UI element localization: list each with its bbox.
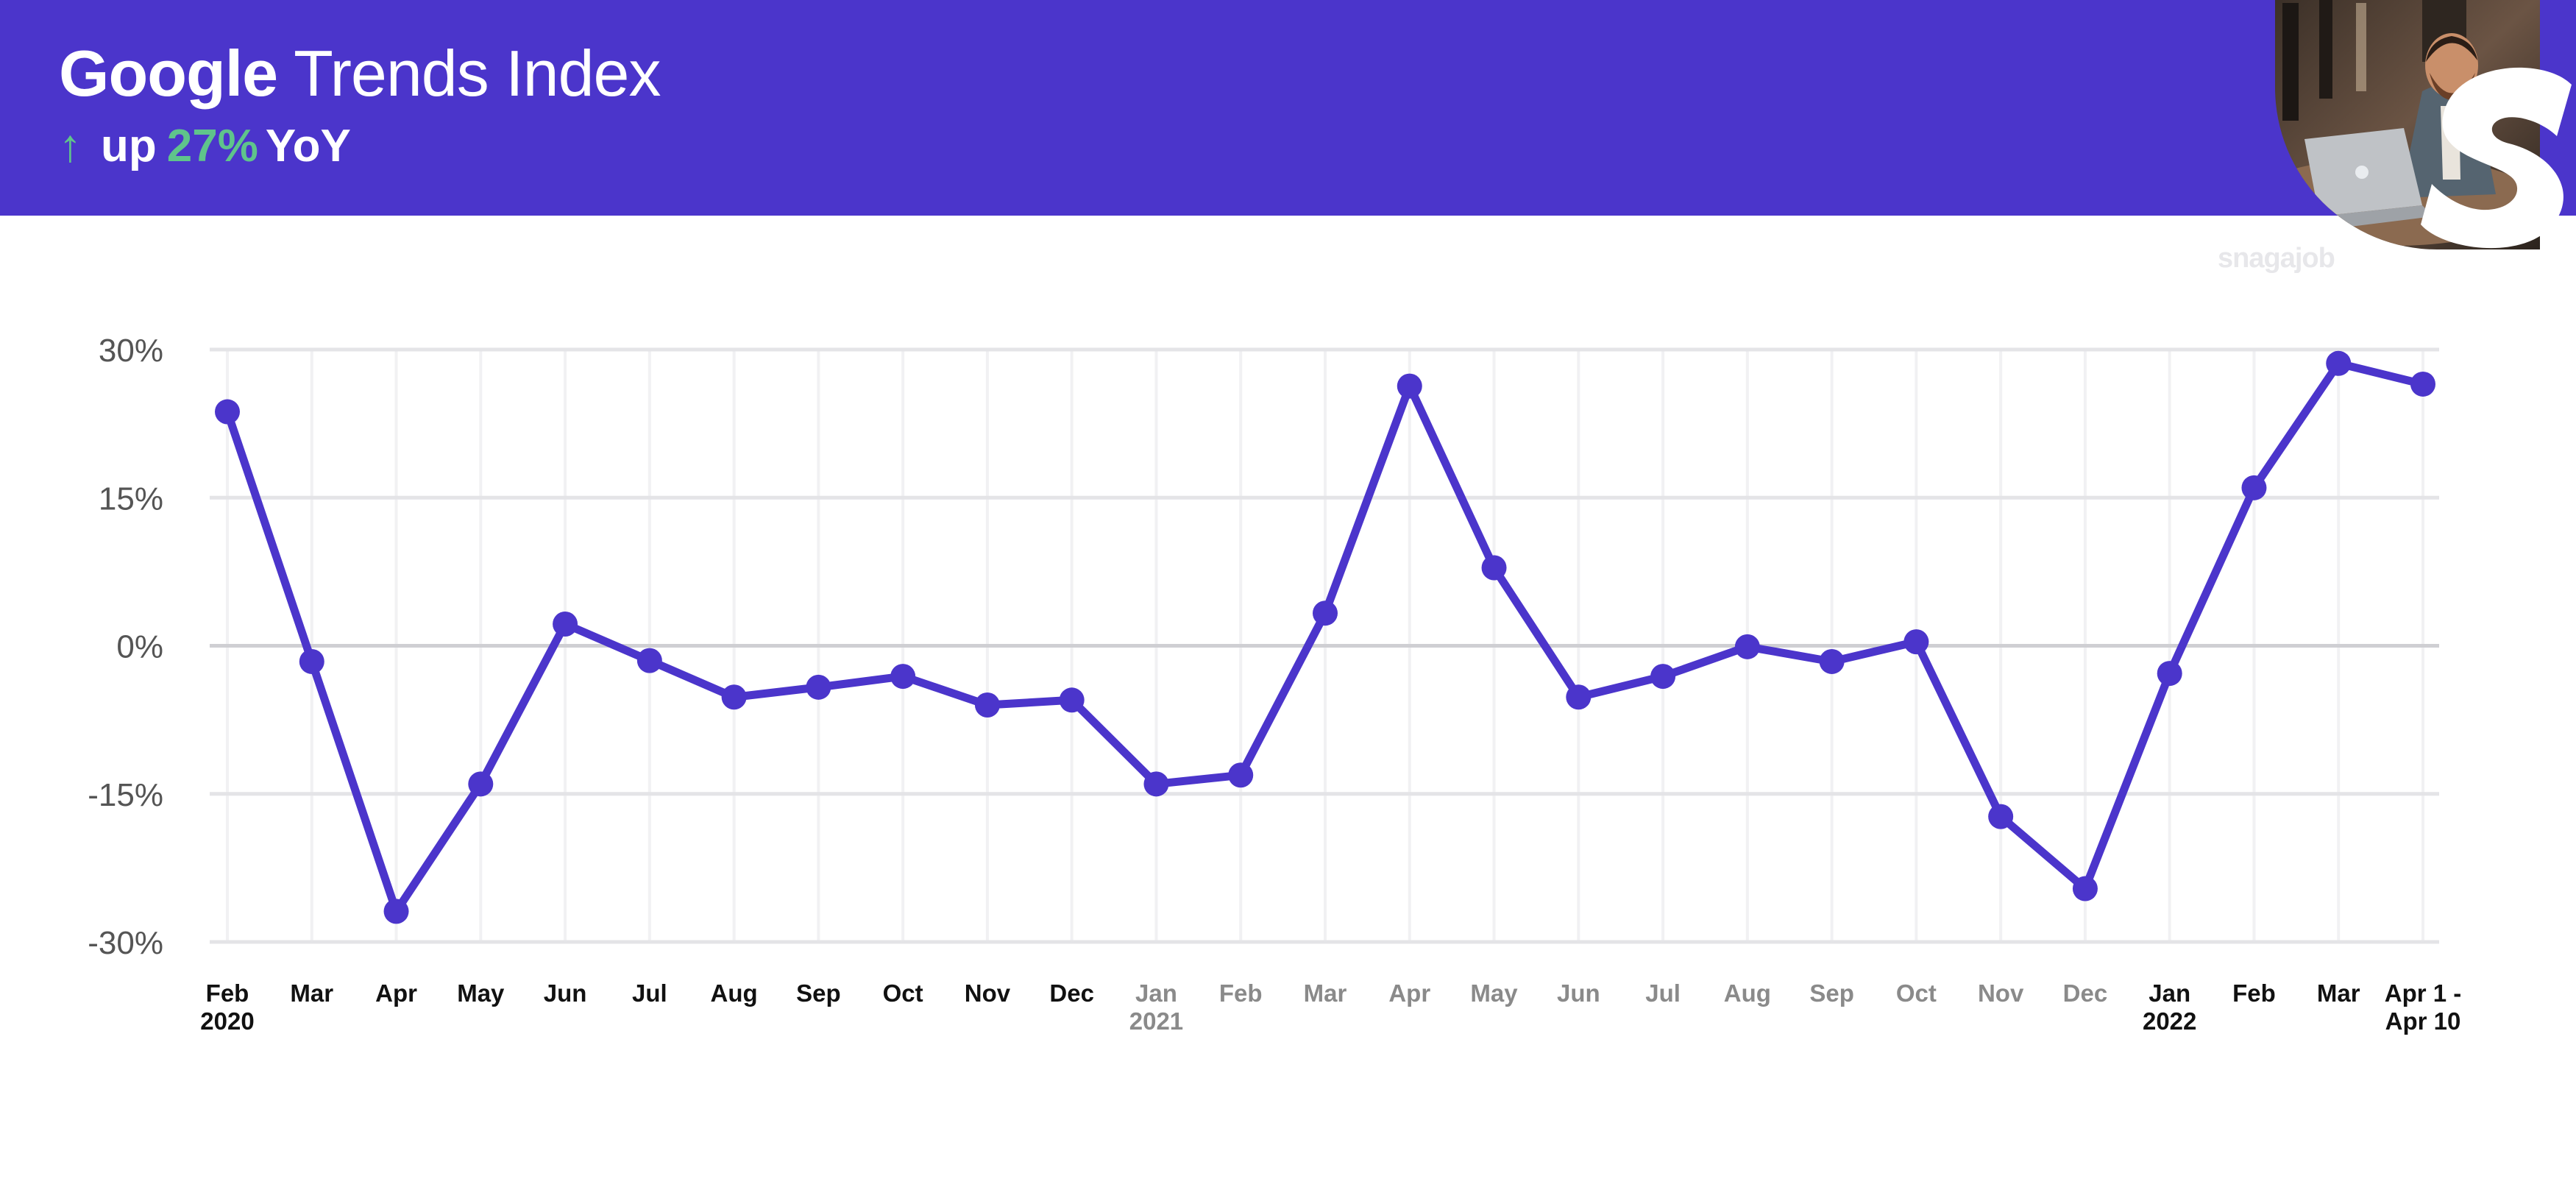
x-tick-label: Oct bbox=[883, 979, 923, 1007]
x-tick-label: Nov bbox=[1978, 979, 2024, 1007]
x-tick-label: Jul bbox=[1645, 979, 1681, 1007]
data-point bbox=[1059, 687, 1085, 713]
snagajob-s-logo-icon bbox=[2421, 67, 2572, 249]
yoy-value: 27% bbox=[166, 121, 258, 171]
data-point bbox=[383, 899, 409, 924]
data-point bbox=[1903, 629, 1929, 655]
data-point bbox=[636, 648, 662, 673]
x-tick-label: Jan bbox=[1135, 979, 1177, 1007]
x-tick-label: Mar bbox=[2317, 979, 2360, 1007]
x-tick-label: Oct bbox=[1896, 979, 1937, 1007]
x-tick-sublabel: 2021 bbox=[1129, 1007, 1183, 1035]
x-tick-label: Apr bbox=[375, 979, 417, 1007]
yoy-suffix: YoY bbox=[265, 121, 351, 171]
data-point bbox=[468, 771, 494, 797]
yoy-prefix: up bbox=[101, 121, 157, 171]
x-tick-label: Dec bbox=[1049, 979, 1094, 1007]
data-point bbox=[2326, 350, 2352, 376]
y-tick-label: 15% bbox=[99, 481, 163, 517]
data-point bbox=[1481, 555, 1507, 581]
data-point bbox=[2241, 475, 2267, 500]
data-point bbox=[2157, 661, 2182, 687]
x-tick-label: Feb bbox=[206, 979, 249, 1007]
data-point bbox=[2072, 876, 2098, 901]
x-tick-label: May bbox=[457, 979, 505, 1007]
data-point bbox=[215, 399, 240, 425]
header-banner: Google Trends Index ↑ up 27% YoY bbox=[0, 0, 2576, 216]
y-tick-label: -30% bbox=[88, 925, 163, 961]
y-axis-labels: 30% 15% 0% -15% -30% bbox=[88, 333, 163, 961]
x-tick-label: Jun bbox=[544, 979, 587, 1007]
data-point bbox=[890, 664, 916, 690]
data-point bbox=[1734, 634, 1760, 659]
title-brand: Google bbox=[59, 37, 278, 110]
x-tick-label: Feb bbox=[1219, 979, 1263, 1007]
y-tick-label: 0% bbox=[116, 629, 163, 665]
chart-title: Google Trends Index bbox=[59, 35, 661, 112]
x-tick-label: Aug bbox=[1724, 979, 1771, 1007]
x-tick-sublabel: 2022 bbox=[2143, 1007, 2196, 1035]
data-point bbox=[1650, 664, 1676, 690]
y-tick-label: 30% bbox=[99, 333, 163, 369]
yoy-change: ↑ up 27% YoY bbox=[59, 118, 351, 175]
x-tick-label: Nov bbox=[965, 979, 1011, 1007]
x-tick-label: Feb bbox=[2232, 979, 2276, 1007]
data-point bbox=[1143, 771, 1169, 797]
snagajob-watermark: snagajob bbox=[2218, 243, 2335, 274]
data-point bbox=[1228, 762, 1254, 788]
data-point bbox=[1819, 648, 1845, 674]
data-point bbox=[1313, 600, 1338, 626]
x-tick-label: Sep bbox=[796, 979, 841, 1007]
data-point bbox=[974, 692, 1000, 718]
up-arrow-icon: ↑ bbox=[59, 121, 82, 171]
x-tick-label: Aug bbox=[711, 979, 758, 1007]
data-point bbox=[1566, 684, 1592, 710]
x-tick-label: May bbox=[1470, 979, 1518, 1007]
data-point bbox=[721, 684, 747, 710]
x-tick-label: Mar bbox=[1304, 979, 1347, 1007]
y-gridlines bbox=[210, 347, 2439, 944]
x-tick-label: Jan bbox=[2149, 979, 2190, 1007]
data-points bbox=[215, 350, 2435, 924]
data-point bbox=[806, 674, 831, 700]
x-tick-label: Apr 1 - bbox=[2385, 979, 2462, 1007]
x-tick-label: Sep bbox=[1809, 979, 1854, 1007]
x-tick-label: Apr bbox=[1388, 979, 1430, 1007]
x-tick-label: Mar bbox=[290, 979, 333, 1007]
y-tick-label: -15% bbox=[88, 777, 163, 813]
data-point bbox=[299, 648, 324, 674]
data-point bbox=[553, 611, 578, 637]
x-tick-label: Jul bbox=[632, 979, 667, 1007]
x-tick-sublabel: 2020 bbox=[200, 1007, 254, 1035]
x-tick-sublabel: Apr 10 bbox=[2385, 1007, 2461, 1035]
x-tick-label: Dec bbox=[2063, 979, 2108, 1007]
title-rest: Trends Index bbox=[294, 37, 661, 110]
x-tick-label: Jun bbox=[1557, 979, 1600, 1007]
data-point bbox=[1397, 373, 1422, 399]
data-point bbox=[2410, 371, 2435, 397]
data-point bbox=[1988, 804, 2014, 829]
